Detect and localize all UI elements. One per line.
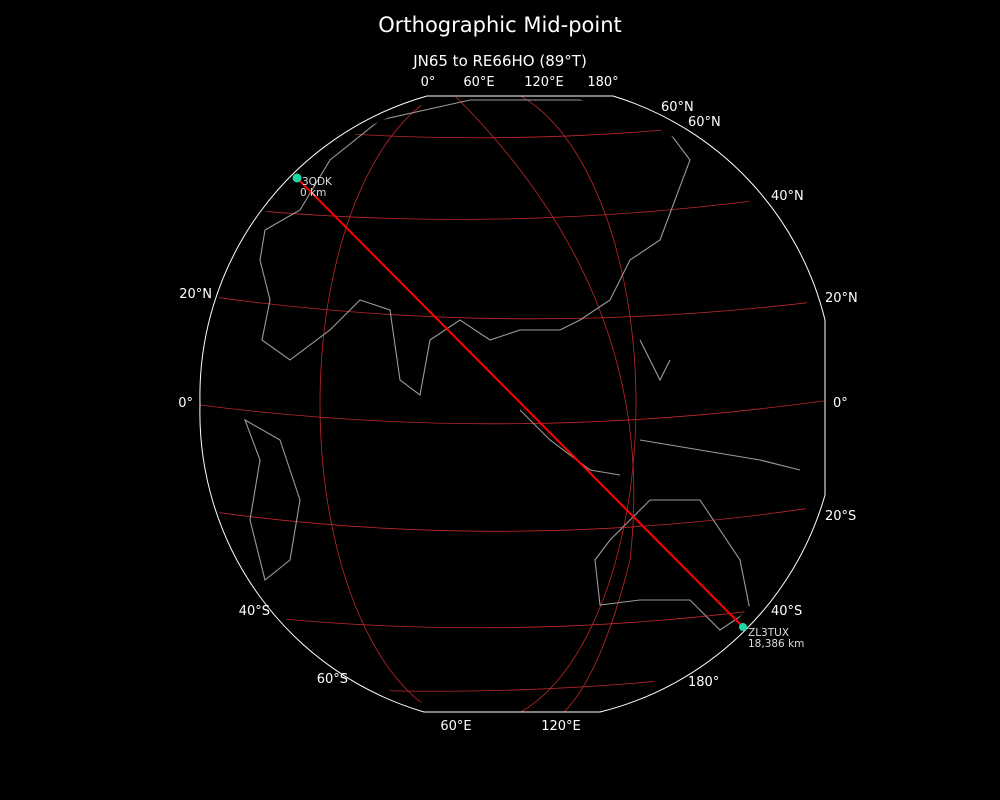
lat-label: 40°N bbox=[771, 189, 804, 204]
lat-label: 20°N bbox=[825, 291, 858, 306]
lat-label: 0° bbox=[833, 396, 848, 411]
lat-label: 40°S bbox=[771, 604, 802, 619]
lon-label: 60°E bbox=[440, 719, 471, 734]
lon-label: 180° bbox=[688, 675, 719, 690]
lon-label: 180° bbox=[587, 75, 618, 90]
lat-label: 60°N bbox=[688, 115, 721, 130]
start-call: 3QDK bbox=[302, 176, 333, 188]
lat-label: 60°S bbox=[317, 672, 348, 687]
end-marker[interactable] bbox=[739, 623, 747, 631]
map-title: Orthographic Mid-point bbox=[378, 13, 622, 37]
lon-label: 120°E bbox=[524, 75, 564, 90]
end-distance: 18,386 km bbox=[748, 638, 804, 650]
lat-label: 40°S bbox=[239, 604, 270, 619]
lat-label: 20°S bbox=[825, 509, 856, 524]
coastlines bbox=[243, 99, 801, 631]
lat-label: 60°N bbox=[661, 100, 694, 115]
globe-border bbox=[199, 95, 826, 713]
map-subtitle: JN65 to RE66HO (89°T) bbox=[413, 52, 587, 70]
great-circle-path bbox=[296, 177, 744, 628]
start-distance: 0 km bbox=[300, 187, 326, 199]
lon-label: 0° bbox=[421, 75, 436, 90]
lat-label: 20°N bbox=[179, 287, 212, 302]
lon-label: 120°E bbox=[541, 719, 581, 734]
lat-label: 0° bbox=[178, 396, 193, 411]
end-call: ZL3TUX bbox=[748, 627, 789, 639]
start-marker[interactable] bbox=[292, 173, 302, 183]
lon-label: 60°E bbox=[463, 75, 494, 90]
